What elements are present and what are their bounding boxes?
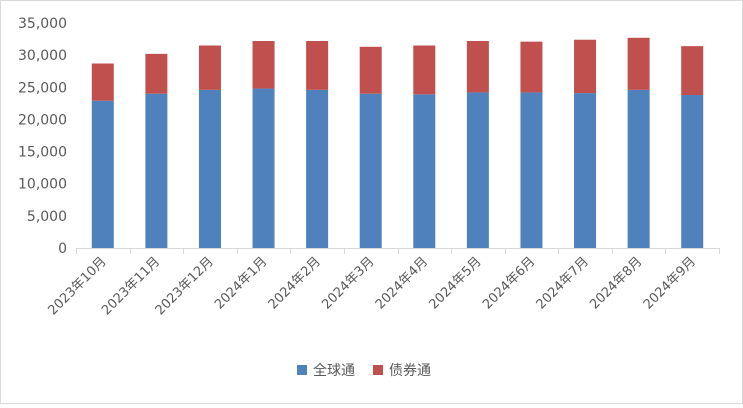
x-tick-label: 2024年6月 (480, 254, 538, 312)
bar-series2 (306, 41, 329, 90)
y-tick-label: 35,000 (18, 16, 67, 32)
bar-series1 (198, 89, 221, 248)
bar-series2 (198, 45, 221, 90)
bar-series1 (413, 94, 436, 248)
legend-swatch (373, 365, 383, 375)
bar-series2 (252, 41, 275, 89)
bar-series1 (520, 92, 543, 248)
y-tick-label: 30,000 (18, 48, 67, 64)
bar-series1 (252, 88, 275, 248)
bar-series1 (574, 93, 597, 248)
bar-series1 (91, 100, 114, 249)
y-tick-label: 25,000 (18, 80, 67, 96)
bar-series1 (359, 93, 382, 248)
bar-series2 (520, 41, 543, 93)
x-tick-label: 2024年8月 (587, 254, 645, 312)
bar-series2 (574, 39, 597, 94)
bar-series2 (466, 41, 489, 93)
bar-series2 (91, 63, 114, 101)
legend-label: 全球通 (313, 362, 355, 379)
x-tick-label: 2024年4月 (373, 254, 431, 312)
y-tick-label: 5,000 (27, 209, 67, 225)
x-tick-label: 2024年5月 (426, 254, 484, 312)
x-tick-label: 2023年12月 (153, 254, 217, 318)
bar-series1 (466, 92, 489, 248)
y-tick-label: 10,000 (18, 177, 67, 193)
legend-swatch (297, 365, 307, 375)
x-tick-label: 2024年1月 (212, 254, 270, 312)
bar-series2 (681, 46, 704, 95)
x-tick-label: 2024年2月 (266, 254, 324, 312)
bar-series2 (413, 45, 436, 95)
bar-series2 (359, 46, 382, 94)
y-tick-label: 0 (58, 241, 67, 257)
bar-series2 (145, 53, 168, 94)
bar-series1 (627, 89, 650, 248)
bar-series1 (145, 93, 168, 248)
x-tick-label: 2024年7月 (534, 254, 592, 312)
y-tick-label: 20,000 (18, 112, 67, 128)
y-tick-label: 15,000 (18, 145, 67, 161)
x-tick-label: 2024年3月 (319, 254, 377, 312)
x-tick-label: 2024年9月 (641, 254, 699, 312)
bar-series1 (306, 89, 329, 248)
bar-series2 (627, 37, 650, 90)
bar-series1 (681, 95, 704, 248)
legend-label: 债券通 (389, 363, 431, 379)
